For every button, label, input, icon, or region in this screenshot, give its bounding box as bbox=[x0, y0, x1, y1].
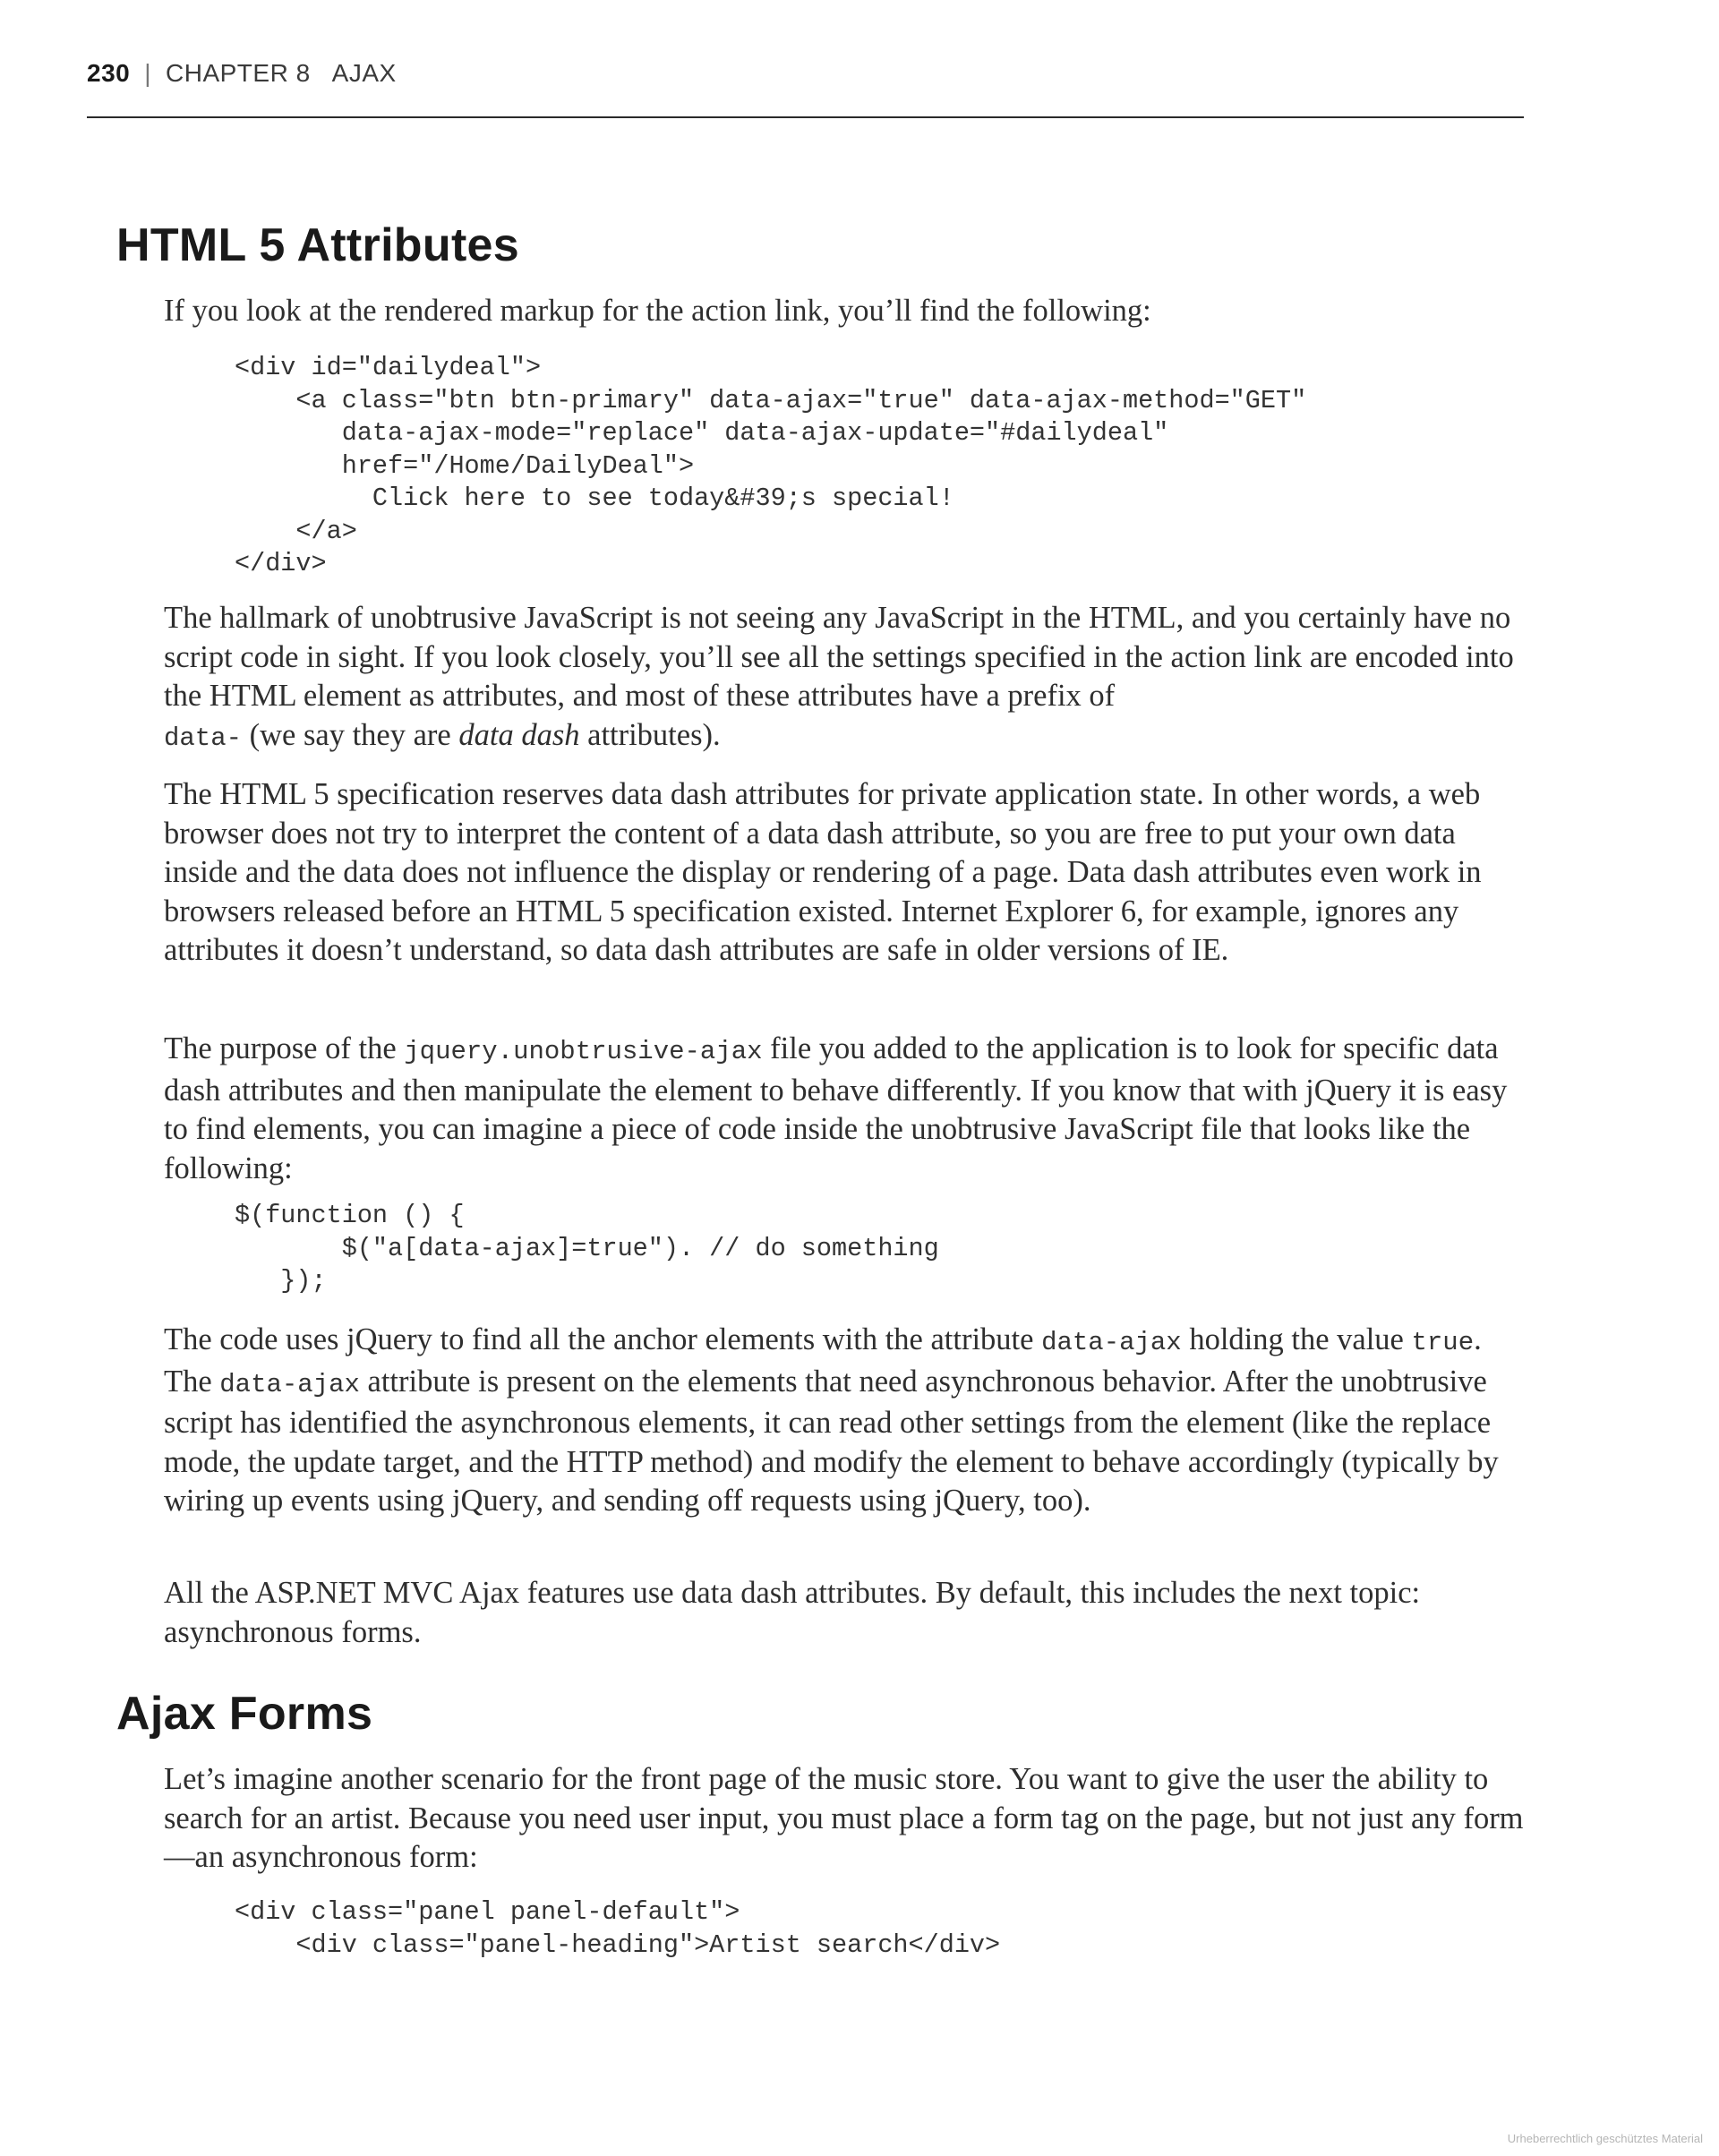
code-line: }); bbox=[235, 1266, 327, 1296]
paragraph-text: file you added to the application is to … bbox=[164, 1031, 1508, 1185]
code-block-artist-search: <div class="panel panel-default"> <div c… bbox=[235, 1896, 1000, 1962]
paragraph-text: The code uses jQuery to find all the anc… bbox=[164, 1322, 1042, 1356]
code-line: $("a[data-ajax]=true"). // do something bbox=[235, 1233, 939, 1263]
code-block-jquery: $(function () { $("a[data-ajax]=true"). … bbox=[235, 1200, 939, 1298]
code-line: data-ajax-mode="replace" data-ajax-updat… bbox=[235, 418, 1169, 448]
paragraph-ajax-forms-intro: Let’s imagine another scenario for the f… bbox=[164, 1762, 1524, 1874]
code-line: <a class="btn btn-primary" data-ajax="tr… bbox=[235, 385, 1307, 415]
chapter-label: CHAPTER 8 bbox=[166, 59, 311, 87]
code-line: <div id="dailydeal"> bbox=[235, 353, 542, 382]
code-line: href="/Home/DailyDeal"> bbox=[235, 450, 695, 481]
paragraph-unobtrusive-hallmark: The hallmark of unobtrusive JavaScript i… bbox=[164, 599, 1525, 757]
chapter-title: AJAX bbox=[331, 59, 397, 87]
section-heading-ajax-forms: Ajax Forms bbox=[116, 1688, 373, 1740]
intro-paragraph: If you look at the rendered markup for t… bbox=[164, 294, 1151, 328]
code-line: </div> bbox=[235, 549, 327, 578]
paragraph-purpose: The purpose of the jquery.unobtrusive-aj… bbox=[164, 1030, 1525, 1188]
code-line: <div class="panel-heading">Artist search… bbox=[235, 1929, 1001, 1960]
paragraph-text: attributes). bbox=[579, 717, 721, 752]
code-line: </a> bbox=[235, 516, 357, 546]
watermark-text: Urheberrechtlich geschütztes Material bbox=[1507, 2132, 1703, 2145]
inline-code-jquery-file: jquery.unobtrusive-ajax bbox=[404, 1037, 763, 1066]
inline-code-data-ajax: data-ajax bbox=[219, 1369, 360, 1399]
code-block-action-link: <div id="dailydeal"> <a class="btn btn-p… bbox=[235, 352, 1306, 581]
emphasis-data-dash: data dash bbox=[458, 717, 580, 752]
running-head: 230 | CHAPTER 8 AJAX bbox=[87, 59, 1524, 118]
paragraph-html5-spec: The HTML 5 specification reserves data d… bbox=[164, 777, 1482, 967]
paragraph-text: . The bbox=[164, 1322, 1482, 1399]
code-line: <div class="panel panel-default"> bbox=[235, 1897, 740, 1927]
page-number: 230 bbox=[87, 59, 131, 87]
paragraph-text: The hallmark of unobtrusive JavaScript i… bbox=[164, 601, 1514, 713]
paragraph-text: The purpose of the bbox=[164, 1031, 405, 1065]
inline-code-true: true bbox=[1411, 1328, 1475, 1357]
section-heading-html5-attributes: HTML 5 Attributes bbox=[116, 219, 519, 271]
paragraph-text: holding the value bbox=[1181, 1322, 1412, 1356]
paragraph-code-explanation: The code uses jQuery to find all the anc… bbox=[164, 1321, 1525, 1521]
code-line: $(function () { bbox=[235, 1201, 465, 1230]
paragraph-mvc-ajax-features: All the ASP.NET MVC Ajax features use da… bbox=[164, 1576, 1421, 1649]
header-separator: | bbox=[144, 59, 151, 87]
paragraph-text: attribute is present on the elements tha… bbox=[164, 1364, 1499, 1519]
paragraph-text: (we say they are bbox=[242, 717, 459, 752]
inline-code-data-ajax: data-ajax bbox=[1041, 1328, 1182, 1357]
code-line: Click here to see today&#39;s special! bbox=[235, 483, 954, 513]
inline-code-data-prefix: data- bbox=[164, 723, 243, 753]
